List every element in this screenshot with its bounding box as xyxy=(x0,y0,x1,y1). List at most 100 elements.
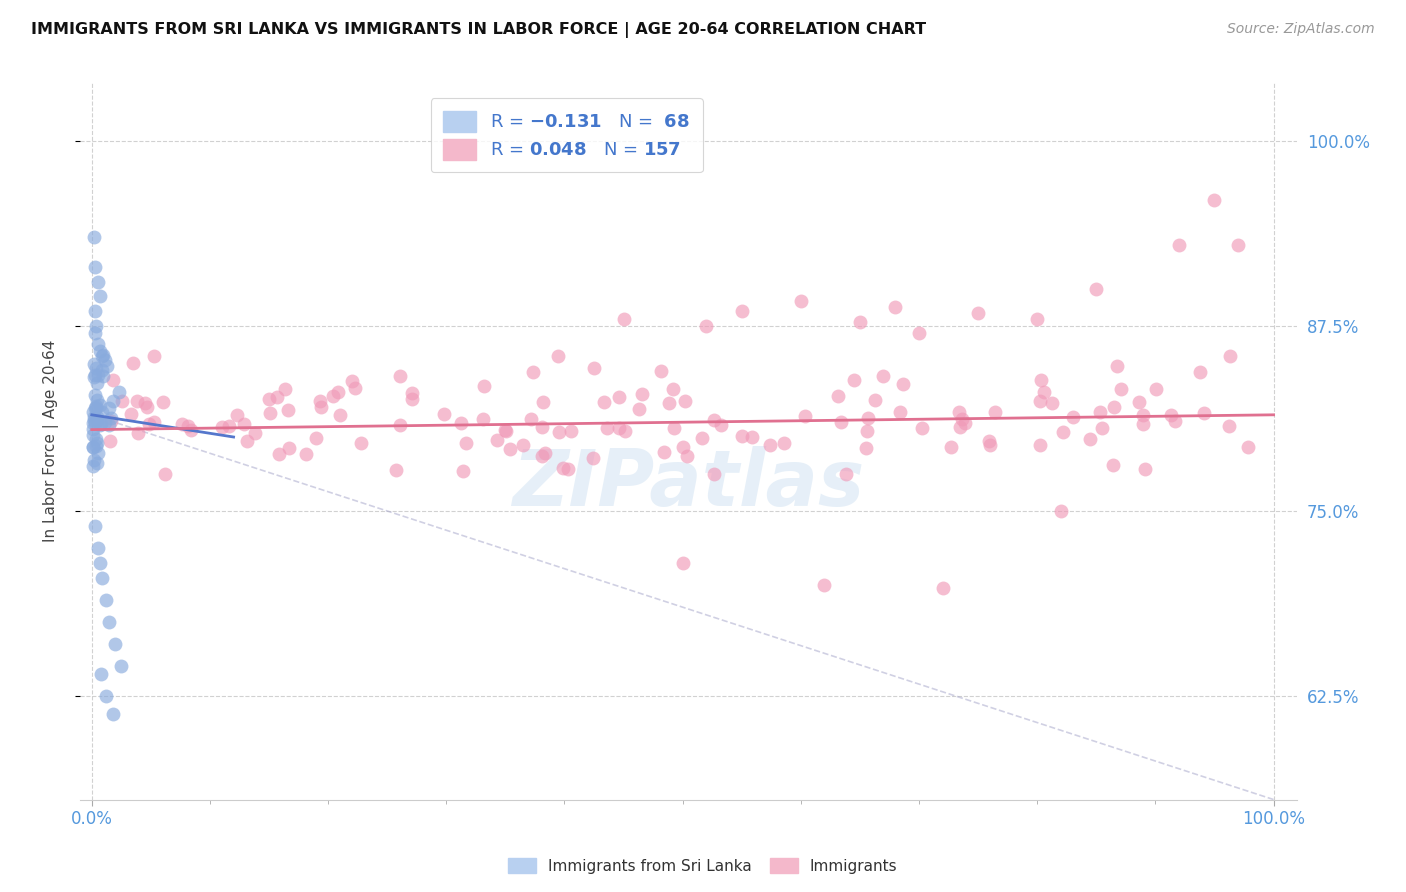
Point xyxy=(872,369,894,384)
Point xyxy=(89,417,111,432)
Point xyxy=(731,429,754,443)
Point xyxy=(134,396,156,410)
Point xyxy=(547,349,569,363)
Point xyxy=(96,359,118,373)
Point xyxy=(87,368,110,382)
Point xyxy=(111,393,134,408)
Point xyxy=(1160,408,1182,422)
Point xyxy=(104,637,127,651)
Point xyxy=(82,440,104,454)
Text: ZIPatlas: ZIPatlas xyxy=(512,446,865,522)
Point xyxy=(82,422,104,436)
Point xyxy=(84,360,107,375)
Point xyxy=(1107,359,1129,373)
Point xyxy=(97,401,120,416)
Point xyxy=(84,432,107,446)
Text: Source: ZipAtlas.com: Source: ZipAtlas.com xyxy=(1227,22,1375,37)
Point xyxy=(143,349,166,363)
Point xyxy=(84,399,107,413)
Point xyxy=(790,293,813,308)
Point xyxy=(977,434,1000,448)
Point xyxy=(155,467,177,481)
Point xyxy=(86,456,108,470)
Point xyxy=(91,368,114,383)
Point xyxy=(84,368,107,382)
Y-axis label: In Labor Force | Age 20-64: In Labor Force | Age 20-64 xyxy=(44,340,59,542)
Point xyxy=(1088,405,1111,419)
Point xyxy=(305,431,328,445)
Point xyxy=(1029,438,1052,452)
Point xyxy=(101,373,124,387)
Point xyxy=(86,392,108,407)
Point xyxy=(453,464,475,478)
Point xyxy=(673,394,696,409)
Point xyxy=(309,400,332,414)
Point xyxy=(582,360,605,375)
Point xyxy=(125,393,148,408)
Point xyxy=(82,458,104,473)
Point xyxy=(1192,406,1215,420)
Point xyxy=(1102,458,1125,472)
Point xyxy=(1128,395,1150,409)
Point xyxy=(741,430,763,444)
Point xyxy=(931,581,953,595)
Point xyxy=(98,434,121,448)
Point xyxy=(211,420,233,434)
Point xyxy=(83,410,105,425)
Point xyxy=(84,260,107,274)
Point xyxy=(388,417,411,432)
Point xyxy=(295,447,318,461)
Point xyxy=(1111,382,1133,396)
Point xyxy=(835,467,858,481)
Point xyxy=(110,659,132,673)
Point xyxy=(830,415,852,429)
Point xyxy=(82,440,104,454)
Point xyxy=(86,376,108,390)
Point xyxy=(695,319,717,334)
Point xyxy=(1227,237,1250,252)
Point xyxy=(627,402,650,417)
Point xyxy=(703,467,725,481)
Point xyxy=(731,304,754,318)
Point xyxy=(87,446,110,460)
Point xyxy=(534,446,557,460)
Point xyxy=(83,230,105,244)
Point xyxy=(522,365,544,379)
Point xyxy=(512,438,534,452)
Point xyxy=(1031,373,1053,387)
Point xyxy=(1132,417,1154,432)
Point xyxy=(89,344,111,359)
Point xyxy=(86,412,108,426)
Point xyxy=(226,408,249,422)
Legend: Immigrants from Sri Lanka, Immigrants: Immigrants from Sri Lanka, Immigrants xyxy=(502,852,904,880)
Point xyxy=(100,411,122,425)
Point xyxy=(100,414,122,428)
Point xyxy=(1026,311,1049,326)
Point xyxy=(344,381,367,395)
Point xyxy=(793,409,815,424)
Point xyxy=(884,300,907,314)
Point xyxy=(127,426,149,441)
Point xyxy=(90,666,112,681)
Point xyxy=(1164,414,1187,428)
Point xyxy=(703,412,725,426)
Text: IMMIGRANTS FROM SRI LANKA VS IMMIGRANTS IN LABOR FORCE | AGE 20-64 CORRELATION C: IMMIGRANTS FROM SRI LANKA VS IMMIGRANTS … xyxy=(31,22,927,38)
Point xyxy=(83,453,105,467)
Point xyxy=(675,449,697,463)
Point xyxy=(136,400,159,414)
Point xyxy=(1132,408,1154,422)
Point xyxy=(863,392,886,407)
Point xyxy=(218,418,240,433)
Point xyxy=(889,405,911,419)
Point xyxy=(911,420,934,434)
Point xyxy=(177,419,200,434)
Point xyxy=(90,417,112,431)
Point xyxy=(849,315,872,329)
Point xyxy=(842,373,865,387)
Point xyxy=(90,362,112,376)
Point xyxy=(582,451,605,466)
Point xyxy=(83,388,105,402)
Point xyxy=(690,431,713,445)
Point xyxy=(329,408,352,422)
Point xyxy=(340,374,363,388)
